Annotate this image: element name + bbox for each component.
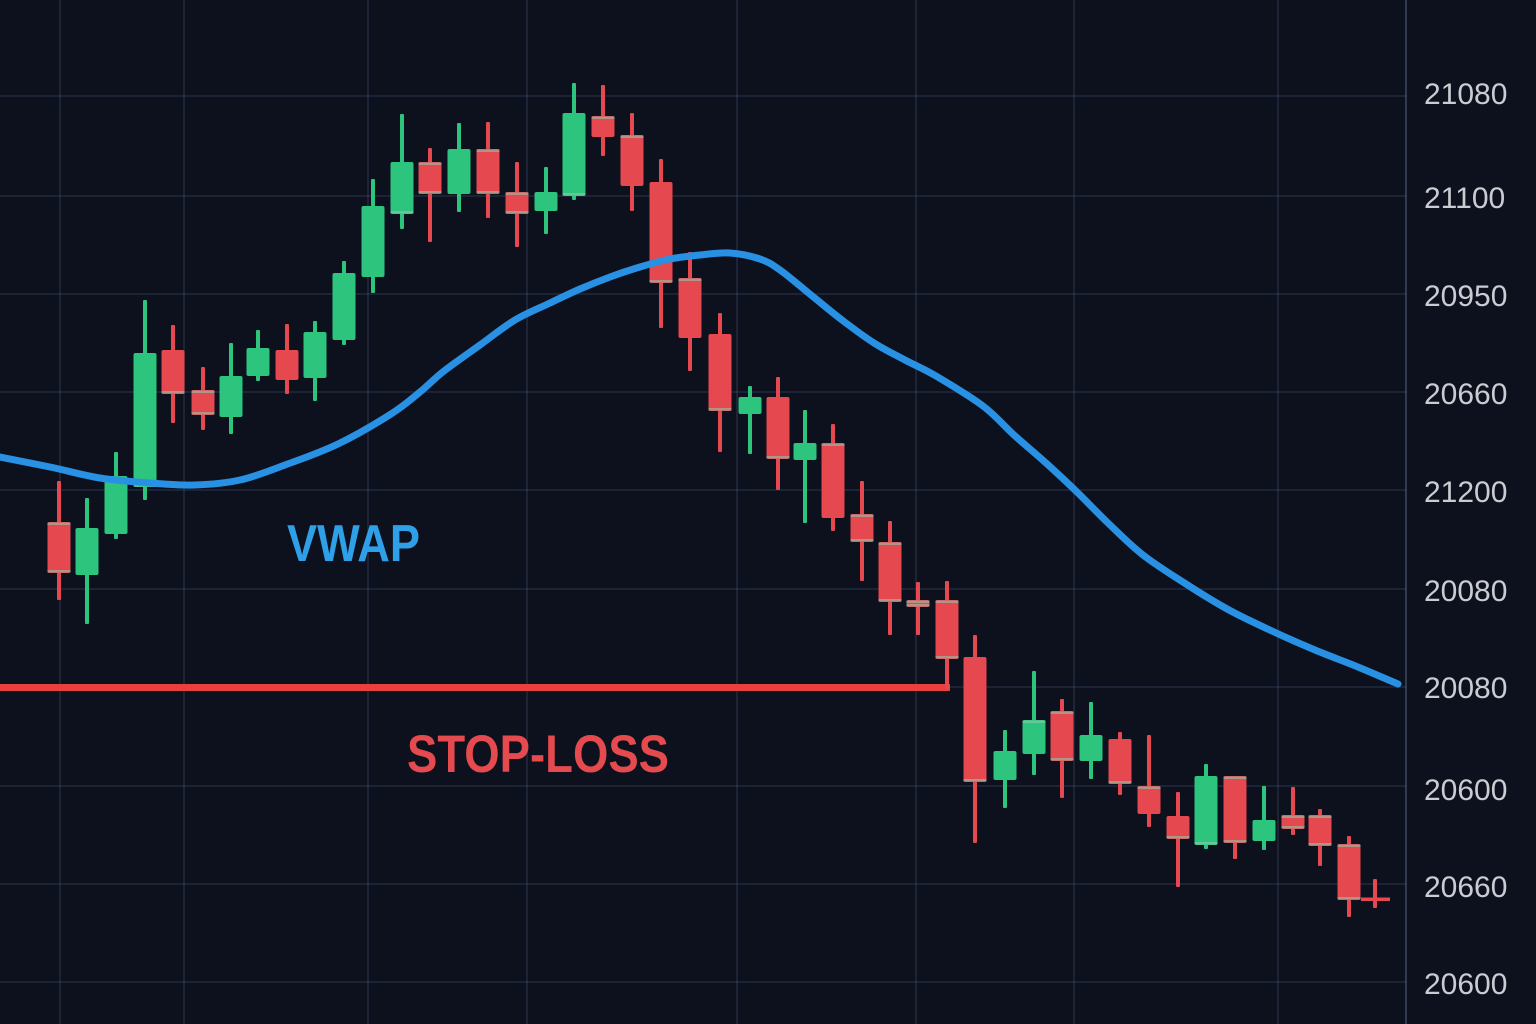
svg-text:VWAP: VWAP bbox=[287, 515, 420, 573]
svg-text:21080: 21080 bbox=[1424, 78, 1507, 111]
svg-text:20660: 20660 bbox=[1424, 871, 1507, 904]
svg-text:20660: 20660 bbox=[1424, 378, 1507, 411]
svg-text:20080: 20080 bbox=[1424, 575, 1507, 608]
svg-text:20600: 20600 bbox=[1424, 774, 1507, 807]
svg-text:20080: 20080 bbox=[1424, 672, 1507, 705]
svg-text:STOP-LOSS: STOP-LOSS bbox=[407, 725, 669, 784]
svg-text:20600: 20600 bbox=[1424, 968, 1507, 1001]
svg-text:21100: 21100 bbox=[1424, 182, 1505, 215]
svg-text:20950: 20950 bbox=[1424, 280, 1507, 313]
svg-text:21200: 21200 bbox=[1424, 476, 1507, 509]
